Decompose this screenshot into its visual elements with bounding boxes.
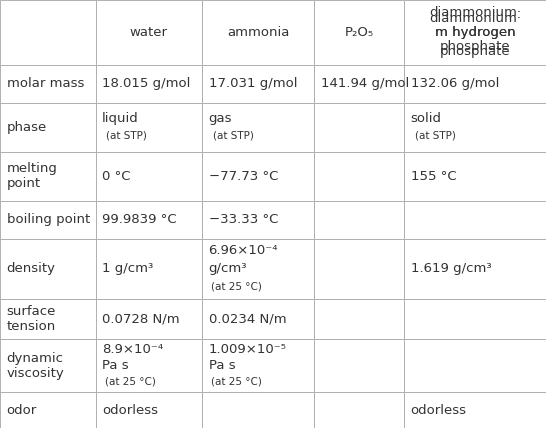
Bar (0, 0, 96, 65)
Bar (202, 392, 314, 428)
Text: m hydrogen: m hydrogen (435, 26, 515, 39)
Text: density: density (7, 262, 56, 275)
Text: gas: gas (209, 112, 232, 125)
Bar (96, 339, 202, 392)
Bar (96, 152, 202, 201)
Text: 141.94 g/mol: 141.94 g/mol (321, 77, 409, 90)
Text: odorless: odorless (411, 404, 467, 417)
Bar (96, 103, 202, 152)
Text: solid: solid (411, 112, 442, 125)
Text: 17.031 g/mol: 17.031 g/mol (209, 77, 297, 90)
Text: 0.0234 N/m: 0.0234 N/m (209, 312, 286, 325)
Bar (314, 0, 404, 65)
Bar (404, 0, 546, 65)
Bar (96, 299, 202, 339)
Text: (at STP): (at STP) (213, 131, 254, 141)
Text: (at STP): (at STP) (415, 131, 456, 141)
Bar (404, 238, 546, 299)
Bar (314, 339, 404, 392)
Text: Pa s: Pa s (209, 359, 235, 372)
Text: 1 g/cm³: 1 g/cm³ (102, 262, 153, 275)
Bar (314, 392, 404, 428)
Bar (314, 238, 404, 299)
Text: phosphate: phosphate (440, 40, 511, 53)
Text: 18.015 g/mol: 18.015 g/mol (102, 77, 191, 90)
Text: 1.619 g/cm³: 1.619 g/cm³ (411, 262, 491, 275)
Text: dynamic
viscosity: dynamic viscosity (7, 351, 64, 380)
Text: (at 25 °C): (at 25 °C) (211, 377, 262, 386)
Bar (96, 201, 202, 238)
Bar (0, 103, 96, 152)
Text: odor: odor (7, 404, 37, 417)
Text: phase: phase (7, 121, 47, 134)
Bar (404, 0, 546, 65)
Bar (314, 65, 404, 103)
Bar (404, 103, 546, 152)
Text: odorless: odorless (102, 404, 158, 417)
Bar (0, 65, 96, 103)
Text: 99.9839 °C: 99.9839 °C (102, 213, 177, 226)
Bar (404, 339, 546, 392)
Text: molar mass: molar mass (7, 77, 84, 90)
Bar (404, 152, 546, 201)
Bar (96, 392, 202, 428)
Bar (404, 299, 546, 339)
Bar (404, 201, 546, 238)
Bar (202, 0, 314, 65)
Bar (202, 201, 314, 238)
Bar (202, 238, 314, 299)
Bar (0, 392, 96, 428)
Text: −33.33 °C: −33.33 °C (209, 213, 278, 226)
Text: 155 °C: 155 °C (411, 169, 456, 183)
Text: surface
tension: surface tension (7, 305, 56, 333)
Text: diammonium·: diammonium· (429, 6, 521, 19)
Text: Pa s: Pa s (102, 359, 129, 372)
Text: boiling point: boiling point (7, 213, 90, 226)
Text: m hydrogen: m hydrogen (435, 26, 515, 39)
Bar (0, 339, 96, 392)
Bar (0, 238, 96, 299)
Bar (404, 392, 546, 428)
Bar (96, 0, 202, 65)
Bar (0, 201, 96, 238)
Text: 0.0728 N/m: 0.0728 N/m (102, 312, 180, 325)
Text: melting
point: melting point (7, 162, 57, 190)
Text: 8.9×10⁻⁴: 8.9×10⁻⁴ (102, 343, 163, 356)
Text: (at STP): (at STP) (106, 131, 147, 141)
Bar (202, 65, 314, 103)
Bar (202, 103, 314, 152)
Text: (at 25 °C): (at 25 °C) (211, 282, 262, 291)
Text: 1.009×10⁻⁵: 1.009×10⁻⁵ (209, 343, 287, 356)
Text: water: water (130, 26, 168, 39)
Text: P₂O₅: P₂O₅ (345, 26, 373, 39)
Text: −77.73 °C: −77.73 °C (209, 169, 278, 183)
Bar (96, 238, 202, 299)
Text: g/cm³: g/cm³ (209, 262, 247, 275)
Bar (404, 0, 546, 65)
Text: phosphate: phosphate (440, 45, 511, 58)
Bar (202, 152, 314, 201)
Text: 132.06 g/mol: 132.06 g/mol (411, 77, 499, 90)
Bar (0, 299, 96, 339)
Bar (314, 103, 404, 152)
Bar (404, 65, 546, 103)
Text: (at 25 °C): (at 25 °C) (105, 377, 156, 386)
Text: liquid: liquid (102, 112, 139, 125)
Text: 6.96×10⁻⁴: 6.96×10⁻⁴ (209, 244, 278, 257)
Bar (96, 65, 202, 103)
Bar (0, 152, 96, 201)
Bar (202, 299, 314, 339)
Bar (314, 299, 404, 339)
Bar (202, 339, 314, 392)
Bar (314, 152, 404, 201)
Bar (314, 201, 404, 238)
Text: 0 °C: 0 °C (102, 169, 130, 183)
Text: diammonium·: diammonium· (429, 12, 521, 24)
Text: ammonia: ammonia (227, 26, 289, 39)
